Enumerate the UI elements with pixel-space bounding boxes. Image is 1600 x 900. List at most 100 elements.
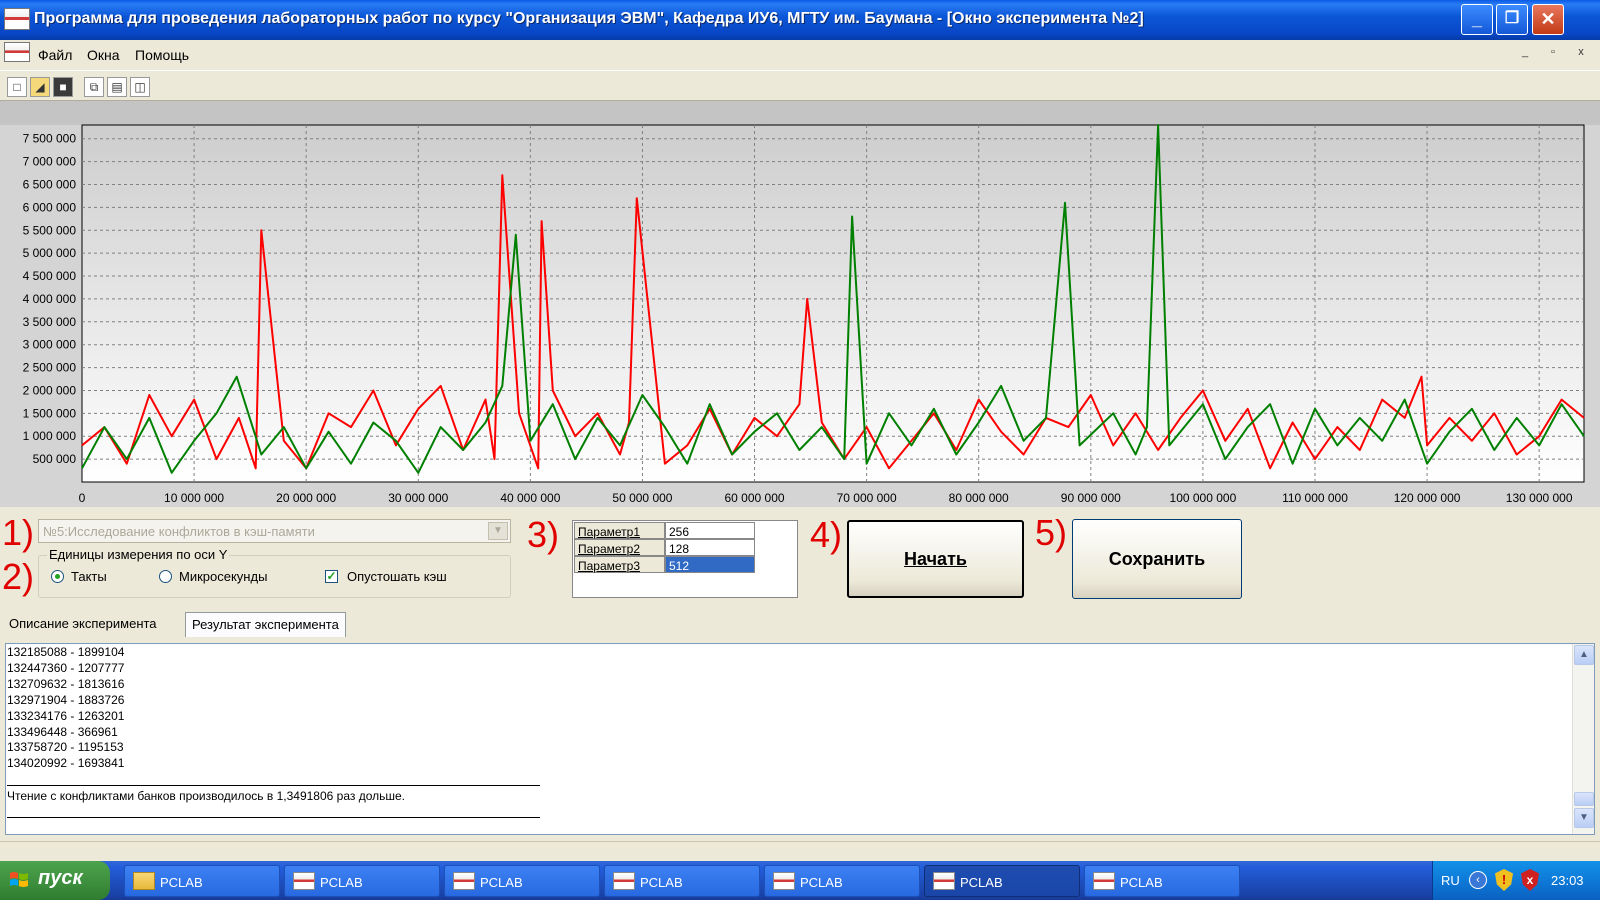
taskbar-item[interactable]: PCLAB xyxy=(444,865,600,897)
result-line: 132185088 - 1899104 xyxy=(7,645,125,659)
y-tick-label: 5 500 000 xyxy=(23,223,77,237)
window-title: Программа для проведения лабораторных ра… xyxy=(34,10,1144,27)
radio-microseconds-label[interactable]: Микросекунды xyxy=(179,569,268,584)
x-tick-label: 110 000 000 xyxy=(1282,491,1348,505)
mdi-minimize-button[interactable]: _ xyxy=(1521,46,1529,58)
y-tick-label: 6 500 000 xyxy=(23,178,77,192)
scroll-thumb[interactable] xyxy=(1574,792,1594,806)
result-line: 132447360 - 1207777 xyxy=(7,660,125,675)
param-value[interactable]: 256 xyxy=(665,522,755,539)
y-tick-label: 5 000 000 xyxy=(23,246,77,260)
y-tick-label: 500 000 xyxy=(33,452,77,466)
experiment-select[interactable]: №5:Исследование конфликтов в кэш-памяти … xyxy=(38,519,511,543)
x-tick-label: 20 000 000 xyxy=(276,491,336,505)
x-tick-label: 10 000 000 xyxy=(164,491,224,505)
x-tick-label: 30 000 000 xyxy=(388,491,448,505)
minimize-button[interactable]: _ xyxy=(1461,4,1493,35)
status-bar xyxy=(0,841,1600,861)
taskbar-item-active[interactable]: PCLAB xyxy=(924,865,1080,897)
x-tick-label: 120 000 000 xyxy=(1394,491,1461,505)
result-textarea[interactable]: 132185088 - 1899104 132447360 - 1207777 … xyxy=(5,643,1595,835)
security-shield-icon[interactable]: ! xyxy=(1495,869,1513,891)
pclab-icon xyxy=(933,872,955,890)
cascade-windows-icon[interactable]: ⧉ xyxy=(84,77,104,97)
maximize-button[interactable]: ❐ xyxy=(1496,4,1528,35)
taskbar-item[interactable]: PCLAB xyxy=(1084,865,1240,897)
x-tick-label: 0 xyxy=(79,491,86,505)
windows-logo-icon xyxy=(10,872,28,887)
y-tick-label: 1 000 000 xyxy=(23,429,77,443)
result-line: 133234176 - 1263201 xyxy=(7,708,125,723)
series-line-2 xyxy=(81,124,1585,474)
scroll-up-icon[interactable]: ▲ xyxy=(1574,645,1594,665)
save-button[interactable]: Сохранить xyxy=(1072,519,1242,599)
pclab-icon xyxy=(613,872,635,890)
result-line: 133758720 - 1195153 xyxy=(7,740,124,755)
param-name: Параметр3 xyxy=(574,556,665,573)
result-lines: 132185088 - 1899104 132447360 - 1207777 … xyxy=(7,645,124,772)
child-window-icon[interactable] xyxy=(4,42,30,62)
menu-bar: Файл Окна Помощь _ ▫ x xyxy=(0,40,1600,68)
menu-windows[interactable]: Окна xyxy=(87,47,120,63)
x-tick-label: 100 000 000 xyxy=(1170,491,1237,505)
x-tick-label: 90 000 000 xyxy=(1061,491,1121,505)
separator-line xyxy=(7,817,540,818)
taskbar-item[interactable]: PCLAB xyxy=(764,865,920,897)
line-chart: 0 10 000 000 20 000 000 30 000 000 40 000 00… xyxy=(0,101,1600,507)
param-value[interactable]: 128 xyxy=(665,539,755,556)
tile-horizontal-icon[interactable]: ▤ xyxy=(107,77,127,97)
start-button[interactable]: пуск xyxy=(0,861,110,900)
radio-ticks-label[interactable]: Такты xyxy=(71,569,107,584)
result-line: 132709632 - 1813616 xyxy=(7,676,125,691)
pclab-icon xyxy=(453,872,475,890)
mdi-restore-button[interactable]: ▫ xyxy=(1551,46,1555,58)
chevron-down-icon[interactable]: ▼ xyxy=(488,522,508,540)
parameter-grid: Параметр1 256 Параметр2 128 Параметр3 51… xyxy=(572,520,798,598)
mdi-close-button[interactable]: x xyxy=(1578,46,1584,58)
y-tick-label: 3 500 000 xyxy=(23,315,77,329)
app-icon[interactable] xyxy=(4,8,30,30)
taskbar-item-label: PCLAB xyxy=(480,875,523,890)
language-indicator[interactable]: RU xyxy=(1441,873,1460,888)
scroll-down-icon[interactable]: ▼ xyxy=(1574,808,1594,828)
taskbar-item-label: PCLAB xyxy=(800,875,843,890)
tab-result[interactable]: Результат эксперимента xyxy=(185,612,346,637)
taskbar-item-label: PCLAB xyxy=(1120,875,1163,890)
y-tick-label: 2 000 000 xyxy=(23,383,77,397)
series-line-1 xyxy=(81,174,1585,470)
radio-ticks[interactable] xyxy=(51,570,64,583)
y-tick-label: 4 500 000 xyxy=(23,269,77,283)
experiment-select-value: №5:Исследование конфликтов в кэш-памяти xyxy=(43,524,315,539)
start-button[interactable]: Начать xyxy=(847,520,1024,598)
menu-help[interactable]: Помощь xyxy=(135,47,190,63)
toolbar: □ ◢ ■ ⧉ ▤ ◫ xyxy=(0,70,1600,101)
y-tick-label: 1 500 000 xyxy=(23,406,77,420)
x-tick-label: 60 000 000 xyxy=(725,491,785,505)
flush-cache-checkbox[interactable]: ✓ xyxy=(325,569,338,583)
y-tick-label: 7 500 000 xyxy=(23,132,77,146)
radio-microseconds[interactable] xyxy=(159,570,172,583)
tile-vertical-icon[interactable]: ◫ xyxy=(130,77,150,97)
result-line: 133496448 - 366961 xyxy=(7,724,118,739)
tab-description[interactable]: Описание эксперимента xyxy=(9,616,157,631)
menu-file[interactable]: Файл xyxy=(38,47,73,63)
y-tick-label: 3 000 000 xyxy=(23,338,77,352)
flush-cache-label[interactable]: Опустошать кэш xyxy=(347,569,447,584)
firewall-alert-icon[interactable]: x xyxy=(1521,869,1539,891)
show-hidden-icons-icon[interactable]: ‹ xyxy=(1469,871,1487,889)
vertical-scrollbar[interactable]: ▲ ▼ xyxy=(1572,644,1594,834)
taskbar-item-label: PCLAB xyxy=(960,875,1003,890)
taskbar-item[interactable]: PCLAB xyxy=(604,865,760,897)
taskbar-item-label: PCLAB xyxy=(160,875,203,890)
taskbar-item[interactable]: PCLAB xyxy=(124,865,280,897)
system-tray: RU ‹ ! x 23:03 xyxy=(1432,861,1600,900)
save-icon[interactable]: ■ xyxy=(53,77,73,97)
clock: 23:03 xyxy=(1551,873,1584,888)
open-folder-icon[interactable]: ◢ xyxy=(30,77,50,97)
taskbar-item[interactable]: PCLAB xyxy=(284,865,440,897)
param-name: Параметр2 xyxy=(574,539,665,556)
new-document-icon[interactable]: □ xyxy=(7,77,27,97)
close-button[interactable]: ✕ xyxy=(1532,4,1564,35)
param-value-selected[interactable]: 512 xyxy=(665,556,755,573)
separator-line xyxy=(7,785,540,786)
